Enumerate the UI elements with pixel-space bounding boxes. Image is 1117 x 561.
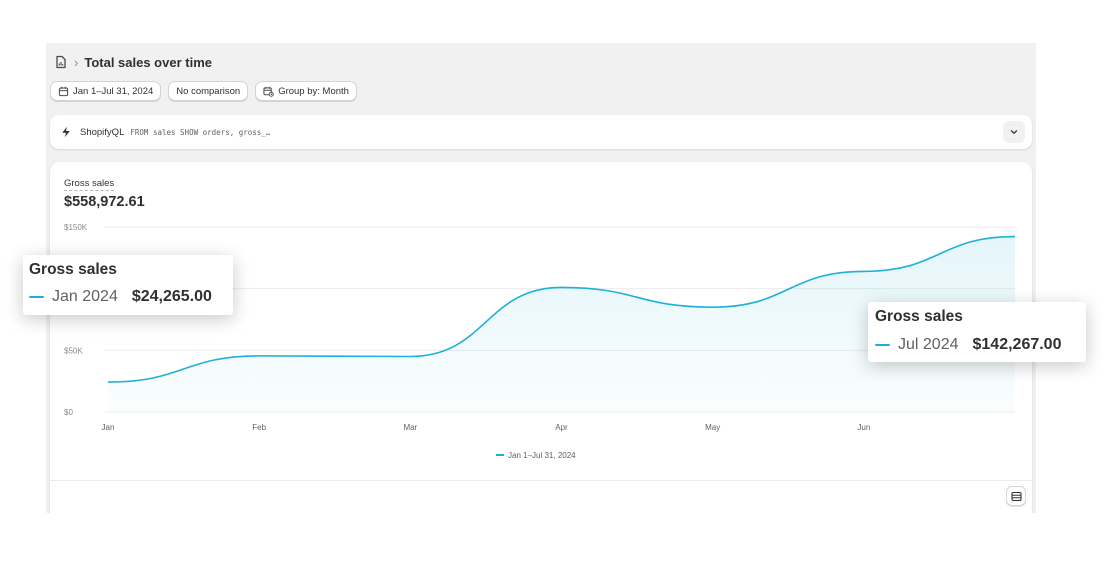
x-tick-label: Jun: [857, 423, 870, 432]
page-title: Total sales over time: [84, 54, 212, 70]
sparkle-icon: [62, 126, 70, 138]
breadcrumb-separator: ›: [74, 54, 79, 70]
x-tick-label: Feb: [252, 423, 266, 432]
tooltip-jan: Gross sales Jan 2024 $24,265.00: [23, 255, 233, 315]
group-by-button[interactable]: Group by: Month: [255, 81, 357, 101]
report-icon[interactable]: [54, 55, 68, 69]
y-tick-label: $0: [64, 408, 73, 417]
series-line[interactable]: [107, 235, 1016, 383]
x-tick-label: Mar: [403, 423, 417, 432]
date-range-button[interactable]: Jan 1–Jul 31, 2024: [50, 81, 162, 101]
breadcrumb: › Total sales over time: [54, 54, 212, 70]
tooltip-jul: Gross sales Jul 2024 $142,267.00: [868, 302, 1086, 362]
filter-bar: Jan 1–Jul 31, 2024 No comparison Group b…: [50, 81, 357, 101]
metric-value: $558,972.61: [64, 194, 145, 210]
sales-chart: $150K $50K $0 Jan Feb Mar Apr May Jun Jan 1–Jul…: [64, 223, 1016, 460]
x-tick-label: Apr: [555, 423, 568, 432]
tooltip-period: Jan 2024: [52, 288, 118, 305]
calendar-icon: [58, 86, 69, 96]
x-tick-label: Jan: [102, 423, 115, 432]
tooltip-row: Jul 2024 $142,267.00: [875, 336, 1061, 354]
table-icon: [1010, 491, 1022, 501]
date-range-label: Jan 1–Jul 31, 2024: [73, 85, 154, 97]
series-swatch: [875, 343, 890, 347]
table-view-button[interactable]: [1006, 486, 1026, 506]
x-tick-label: May: [705, 423, 720, 432]
query-preview: FROM sales SHOW orders, gross_…: [130, 127, 271, 137]
shopifyql-editor[interactable]: ShopifyQL FROM sales SHOW orders, gross_…: [50, 115, 1032, 149]
y-tick-label: $50K: [64, 346, 83, 355]
shopifyql-label: ShopifyQL: [80, 126, 125, 138]
calendar-group-icon: [263, 86, 274, 97]
tooltip-period: Jul 2024: [898, 336, 959, 353]
metric-label[interactable]: Gross sales: [64, 178, 115, 191]
tooltip-amount: $142,267.00: [972, 336, 1062, 353]
tooltip-amount: $24,265.00: [131, 288, 212, 305]
tooltip-row: Jan 2024 $24,265.00: [29, 288, 212, 306]
legend-label[interactable]: Jan 1–Jul 31, 2024: [508, 451, 576, 460]
comparison-button[interactable]: No comparison: [168, 81, 249, 101]
card-footer-divider: [50, 480, 1032, 481]
chevron-down-icon: [1010, 130, 1018, 134]
tooltip-title: Gross sales: [875, 308, 963, 325]
expand-query-button[interactable]: [1003, 121, 1025, 143]
comparison-label: No comparison: [176, 85, 241, 97]
series-area: [108, 236, 1015, 412]
y-tick-label: $150K: [64, 223, 88, 232]
group-by-label: Group by: Month: [278, 85, 349, 97]
series-swatch: [29, 295, 44, 299]
tooltip-title: Gross sales: [29, 261, 117, 278]
